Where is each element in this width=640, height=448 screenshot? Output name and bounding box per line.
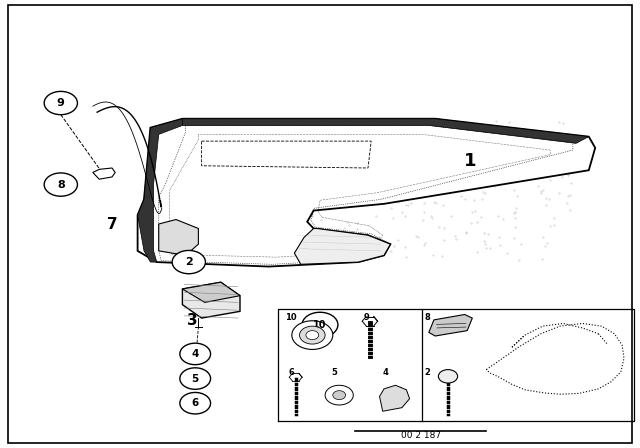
- Polygon shape: [202, 141, 371, 168]
- Polygon shape: [294, 228, 390, 264]
- Circle shape: [44, 91, 77, 115]
- Circle shape: [180, 343, 211, 365]
- Text: 2: 2: [185, 257, 193, 267]
- Text: 6: 6: [288, 368, 294, 377]
- Circle shape: [180, 392, 211, 414]
- Circle shape: [325, 385, 353, 405]
- Text: 8: 8: [425, 313, 430, 322]
- Text: 10: 10: [313, 320, 327, 330]
- Polygon shape: [182, 119, 589, 143]
- Text: 00 2 187: 00 2 187: [401, 431, 441, 440]
- Circle shape: [44, 173, 77, 196]
- Circle shape: [438, 370, 458, 383]
- Text: 9: 9: [364, 313, 369, 322]
- Text: 5: 5: [191, 374, 199, 383]
- Circle shape: [180, 368, 211, 389]
- Polygon shape: [159, 220, 198, 255]
- Circle shape: [172, 250, 205, 274]
- Circle shape: [306, 331, 319, 340]
- Text: 5: 5: [332, 368, 338, 377]
- Circle shape: [292, 321, 333, 349]
- Circle shape: [300, 326, 325, 344]
- Polygon shape: [182, 282, 240, 318]
- Text: 7: 7: [107, 217, 117, 233]
- Text: 3: 3: [187, 313, 197, 328]
- Text: 9: 9: [57, 98, 65, 108]
- Polygon shape: [429, 314, 472, 336]
- Text: 6: 6: [191, 398, 199, 408]
- Circle shape: [333, 391, 346, 400]
- Text: 4: 4: [191, 349, 199, 359]
- Polygon shape: [138, 119, 595, 267]
- Polygon shape: [138, 119, 182, 262]
- Text: 2: 2: [424, 368, 431, 377]
- Polygon shape: [380, 385, 410, 411]
- Polygon shape: [182, 282, 240, 302]
- Text: 10: 10: [285, 313, 297, 322]
- Text: 1: 1: [464, 152, 477, 170]
- Text: 4: 4: [383, 368, 389, 377]
- Circle shape: [302, 312, 338, 337]
- Text: 8: 8: [57, 180, 65, 190]
- Polygon shape: [93, 168, 115, 179]
